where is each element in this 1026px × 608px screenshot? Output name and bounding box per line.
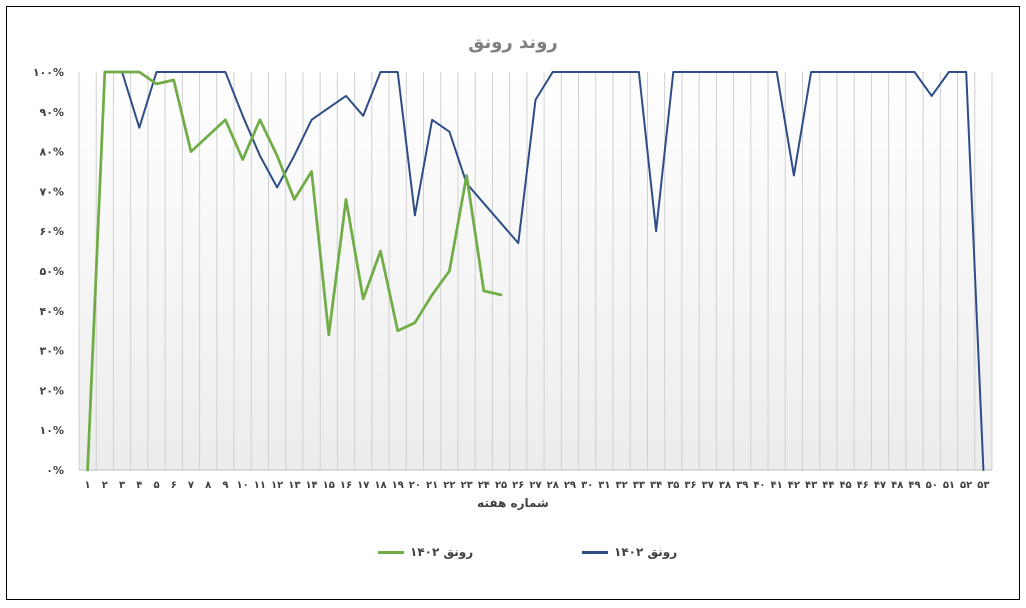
y-tick-label: ۱۰% xyxy=(40,424,64,437)
x-tick-label: ۲۵ xyxy=(495,480,507,491)
x-tick-label: ۴۹ xyxy=(908,480,920,491)
x-tick-label: ۷ xyxy=(188,480,194,491)
x-tick-label: ۳۶ xyxy=(684,480,696,491)
series-line-green xyxy=(86,70,503,472)
x-tick-label: ۴۲ xyxy=(788,480,800,491)
x-tick-label: ۴۱ xyxy=(771,480,783,491)
x-tick-label: ۲۷ xyxy=(529,480,541,491)
x-tick-label: ۱ xyxy=(85,480,91,491)
y-tick-label: ۲۰% xyxy=(40,384,64,397)
x-tick-label: ۳ xyxy=(119,480,125,491)
x-tick-label: ۲ xyxy=(102,480,108,491)
y-tick-label: ۹۰% xyxy=(40,106,64,119)
x-tick-label: ۱۰ xyxy=(237,480,249,491)
x-tick-label: ۳۵ xyxy=(667,480,679,491)
x-tick-label: ۱۱ xyxy=(254,480,266,491)
x-tick-label: ۲۶ xyxy=(512,480,524,491)
x-tick-label: ۱۵ xyxy=(323,480,335,491)
x-tick-label: ۵۳ xyxy=(977,480,989,491)
x-tick-label: ۵۰ xyxy=(926,480,938,491)
y-tick-label: ۴۰% xyxy=(40,305,64,318)
y-tick-label: ۰% xyxy=(46,464,64,477)
legend-swatch-green xyxy=(378,550,404,554)
x-tick-label: ۳۸ xyxy=(719,480,731,491)
x-tick-label: ۴۷ xyxy=(874,480,886,491)
x-tick-label: ۱۲ xyxy=(271,480,283,491)
x-tick-label: ۴۶ xyxy=(857,480,869,491)
x-tick-label: ۴ xyxy=(136,480,142,491)
x-tick-label: ۳۳ xyxy=(633,480,645,491)
x-tick-label: ۵۱ xyxy=(943,480,955,491)
x-tick-label: ۳۰ xyxy=(581,480,593,491)
x-tick-label: ۴۰ xyxy=(753,480,765,491)
x-tick-label: ۳۲ xyxy=(616,480,628,491)
x-tick-label: ۶ xyxy=(171,480,177,491)
x-tick-label: ۵ xyxy=(153,480,159,491)
y-tick-label: ۶۰% xyxy=(40,225,64,238)
y-tick-label: ۳۰% xyxy=(40,345,64,358)
x-tick-label: ۲۰ xyxy=(409,480,421,491)
x-tick-label: ۳۱ xyxy=(598,480,610,491)
x-tick-label: ۱۹ xyxy=(392,480,404,491)
x-tick-label: ۲۲ xyxy=(443,480,455,491)
x-tick-label: ۴۵ xyxy=(839,480,851,491)
x-tick-label: ۴۸ xyxy=(891,480,903,491)
y-tick-label: ۵۰% xyxy=(40,265,64,278)
y-tick-label: ۷۰% xyxy=(40,185,64,198)
x-tick-label: ۴۳ xyxy=(805,480,817,491)
x-tick-label: ۳۷ xyxy=(702,480,714,491)
x-tick-label: ۲۱ xyxy=(426,480,438,491)
x-tick-label: ۲۸ xyxy=(547,480,559,491)
legend-item-green: رونق ۱۴۰۲ xyxy=(378,543,473,561)
x-tick-label: ۲۴ xyxy=(478,480,490,491)
x-tick-label: ۱۳ xyxy=(288,480,300,491)
x-tick-label: ۵۲ xyxy=(960,480,972,491)
x-tick-label: ۳۴ xyxy=(650,480,662,491)
x-tick-label: ۲۹ xyxy=(564,480,576,491)
x-tick-label: ۱۶ xyxy=(340,480,352,491)
series-line-blue xyxy=(86,71,985,471)
legend-label-blue: رونق ۱۴۰۲ xyxy=(614,545,678,559)
y-tick-label: ۱۰۰% xyxy=(33,66,64,79)
plot-background xyxy=(79,72,992,470)
x-tick-label: ۸ xyxy=(205,480,211,491)
x-tick-label: ۴۴ xyxy=(822,480,834,491)
x-tick-label: ۱۴ xyxy=(305,480,317,491)
x-axis-title: شماره هفته xyxy=(477,496,549,510)
legend-swatch-blue xyxy=(582,550,608,554)
x-tick-label: ۲۳ xyxy=(460,480,472,491)
chart-title: روند رونق xyxy=(468,32,558,53)
x-tick-label: ۳۹ xyxy=(736,480,748,491)
x-tick-label: ۱۷ xyxy=(357,480,369,491)
x-tick-label: ۱۸ xyxy=(374,480,386,491)
legend-label-green: رونق ۱۴۰۲ xyxy=(410,545,474,559)
legend-item-blue: رونق ۱۴۰۲ xyxy=(582,543,677,561)
x-tick-label: ۹ xyxy=(222,480,228,491)
y-tick-label: ۸۰% xyxy=(40,146,64,159)
